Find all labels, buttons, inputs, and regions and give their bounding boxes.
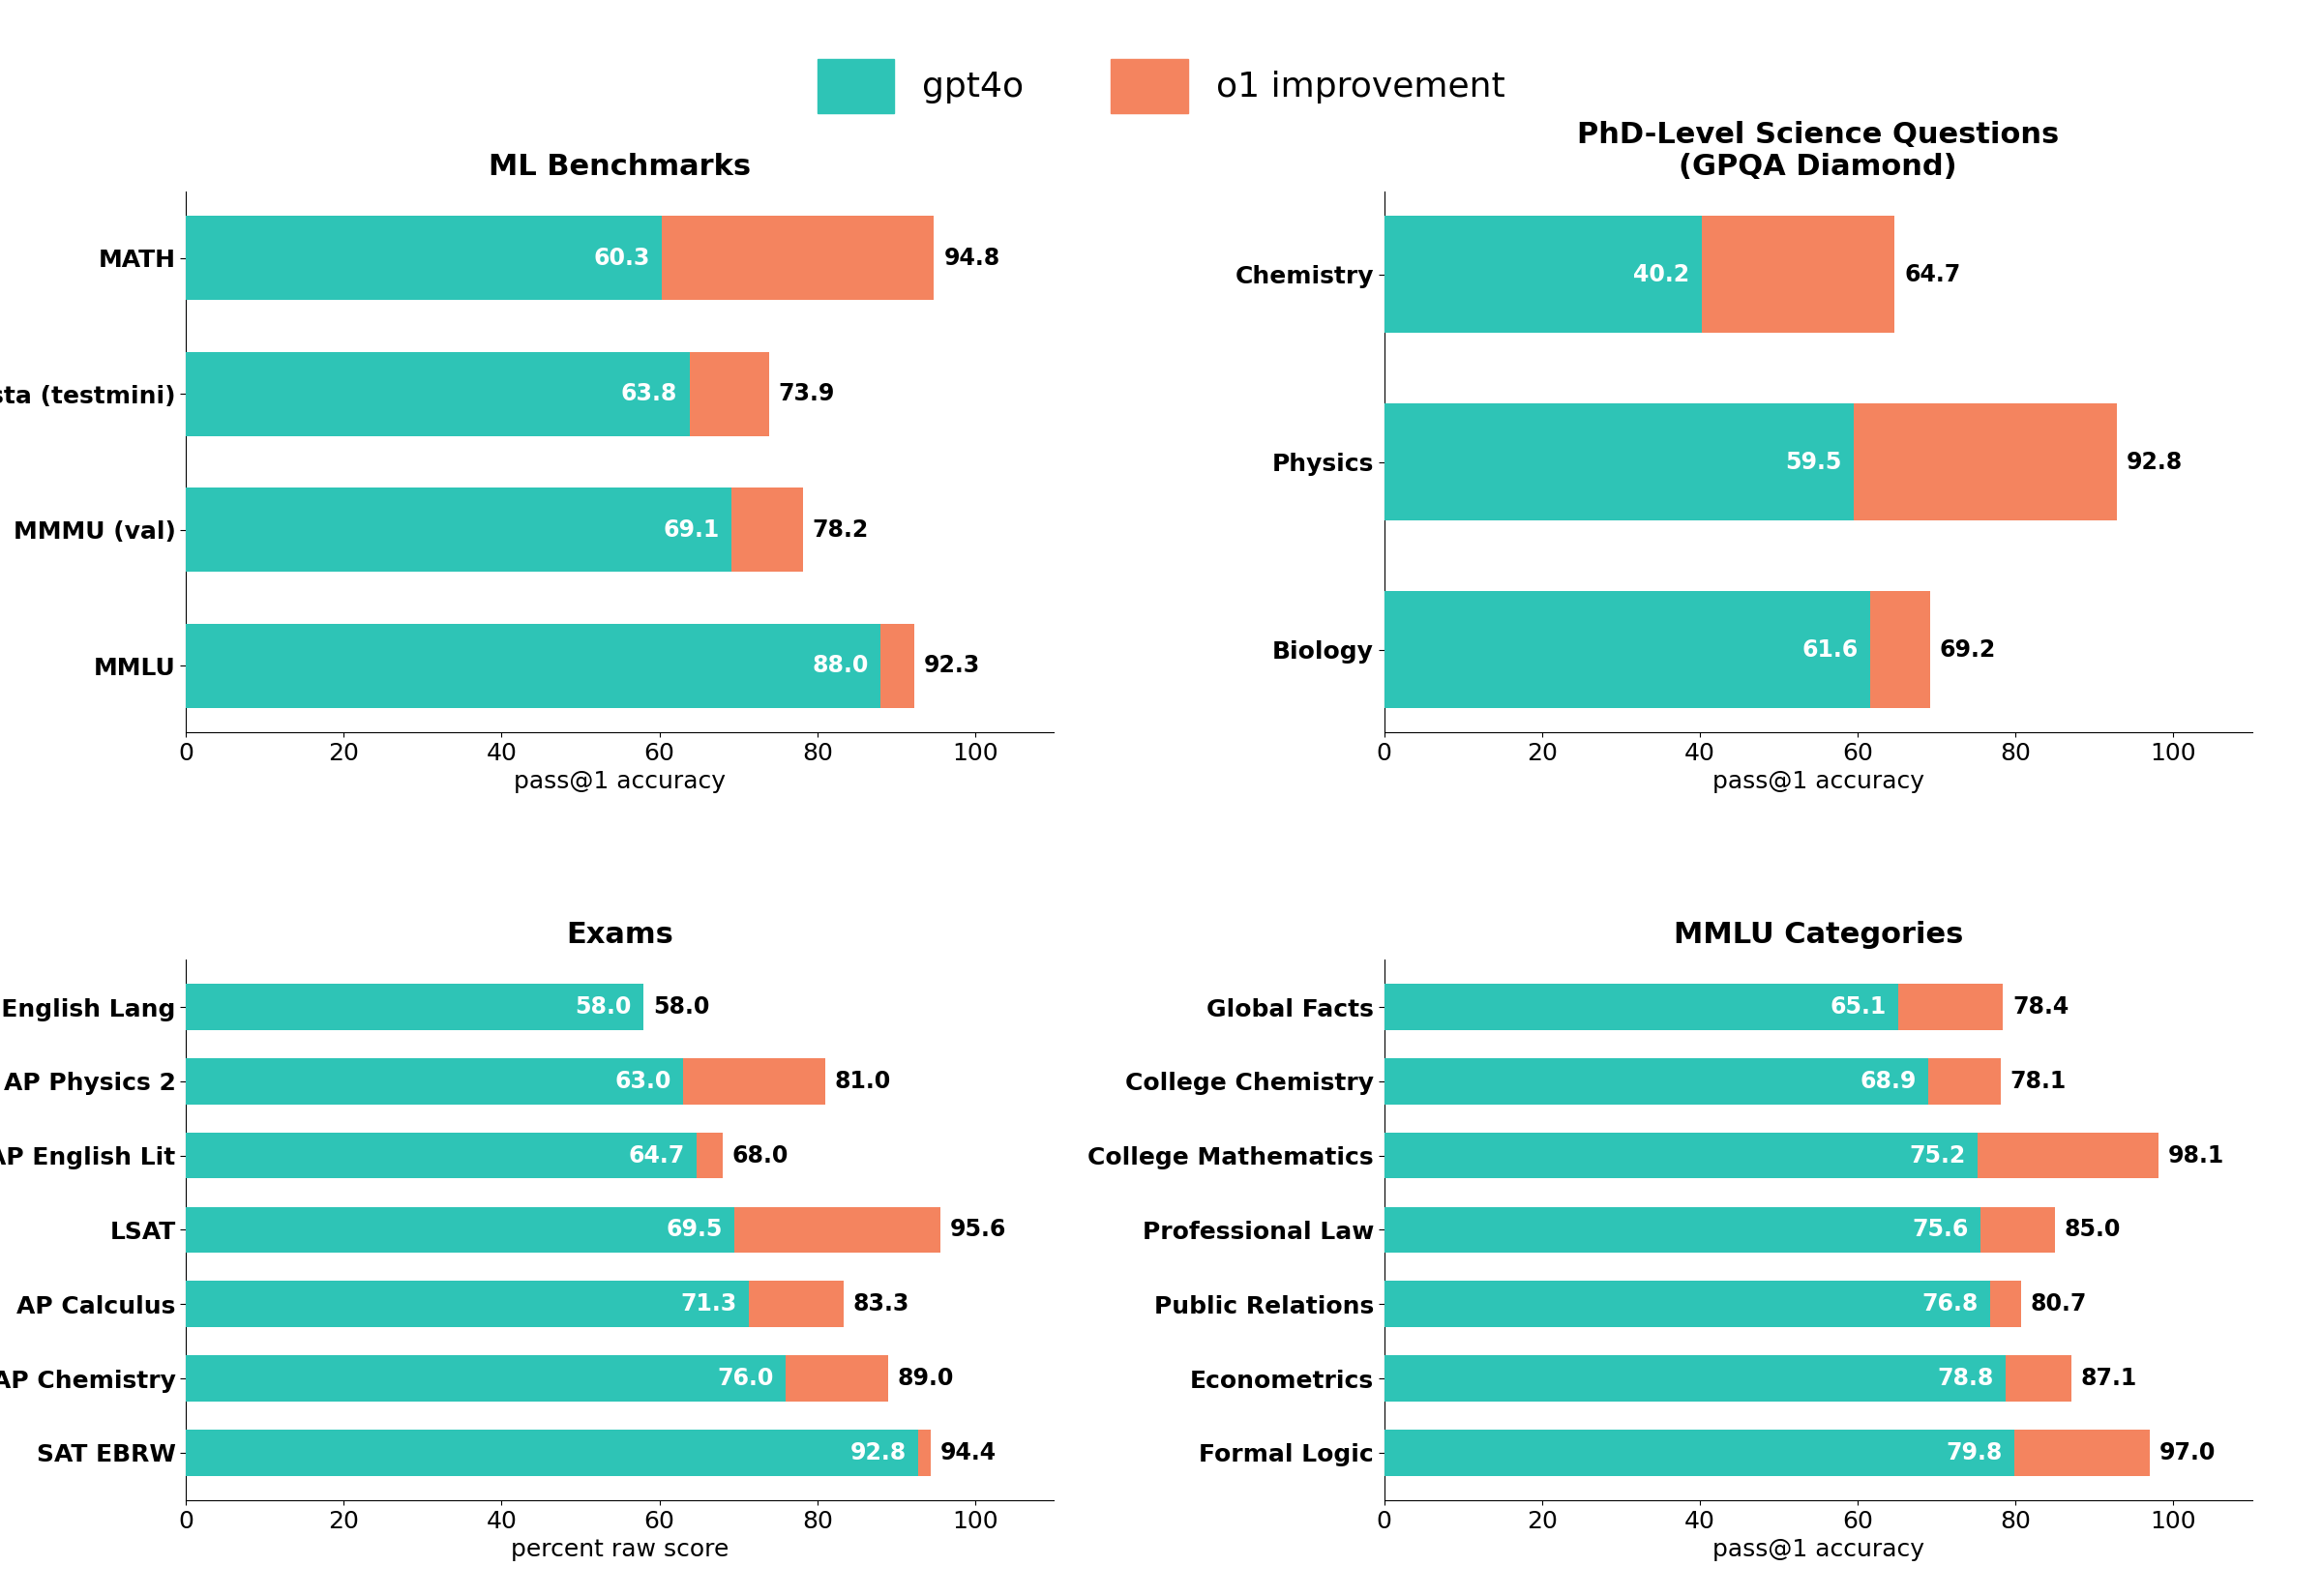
Text: 81.0: 81.0 bbox=[834, 1069, 892, 1093]
Bar bbox=[1981, 1207, 2055, 1253]
Text: 64.7: 64.7 bbox=[629, 1144, 685, 1167]
Text: 63.8: 63.8 bbox=[620, 383, 678, 405]
Text: 95.6: 95.6 bbox=[950, 1218, 1005, 1242]
Legend: gpt4o, o1 improvement: gpt4o, o1 improvement bbox=[799, 41, 1523, 131]
Text: 92.3: 92.3 bbox=[924, 654, 980, 677]
Title: Exams: Exams bbox=[567, 921, 673, 950]
Bar bbox=[186, 1282, 748, 1328]
Text: 68.0: 68.0 bbox=[731, 1144, 789, 1167]
X-axis label: pass@1 accuracy: pass@1 accuracy bbox=[1711, 1539, 1925, 1561]
Bar bbox=[1702, 215, 1895, 332]
Text: 76.8: 76.8 bbox=[1923, 1293, 1978, 1315]
Text: 89.0: 89.0 bbox=[899, 1366, 954, 1390]
Bar bbox=[917, 1430, 931, 1476]
Bar bbox=[1384, 985, 1897, 1029]
Text: 69.1: 69.1 bbox=[664, 519, 720, 541]
Text: 63.0: 63.0 bbox=[615, 1069, 671, 1093]
Text: 92.8: 92.8 bbox=[850, 1441, 906, 1464]
Bar bbox=[186, 351, 690, 436]
Text: 98.1: 98.1 bbox=[2169, 1144, 2224, 1167]
Bar bbox=[1927, 1058, 2002, 1104]
Text: 78.1: 78.1 bbox=[2011, 1069, 2067, 1093]
Text: 87.1: 87.1 bbox=[2081, 1366, 2139, 1390]
Bar bbox=[186, 985, 643, 1029]
Bar bbox=[1897, 985, 2004, 1029]
X-axis label: pass@1 accuracy: pass@1 accuracy bbox=[513, 771, 727, 793]
Bar bbox=[748, 1282, 843, 1328]
Text: 88.0: 88.0 bbox=[813, 654, 868, 677]
Bar bbox=[662, 215, 933, 300]
Bar bbox=[683, 1058, 824, 1104]
Bar bbox=[1384, 215, 1702, 332]
Bar bbox=[690, 351, 769, 436]
Bar bbox=[186, 624, 880, 707]
Bar bbox=[186, 488, 731, 571]
Bar bbox=[1384, 592, 1869, 707]
Text: 80.7: 80.7 bbox=[2029, 1293, 2087, 1315]
Bar bbox=[186, 1430, 917, 1476]
Bar bbox=[1384, 404, 1853, 520]
Title: ML Benchmarks: ML Benchmarks bbox=[488, 153, 750, 182]
Text: 58.0: 58.0 bbox=[652, 996, 711, 1018]
Bar bbox=[731, 488, 803, 571]
Bar bbox=[1384, 1282, 1990, 1328]
Text: 85.0: 85.0 bbox=[2064, 1218, 2120, 1242]
Bar bbox=[1384, 1133, 1978, 1178]
Bar bbox=[2006, 1355, 2071, 1401]
Bar bbox=[1384, 1058, 1927, 1104]
Bar bbox=[785, 1355, 889, 1401]
Text: 94.8: 94.8 bbox=[943, 247, 1001, 270]
Bar bbox=[186, 1133, 697, 1178]
Text: 76.0: 76.0 bbox=[717, 1366, 773, 1390]
Title: PhD-Level Science Questions
(GPQA Diamond): PhD-Level Science Questions (GPQA Diamon… bbox=[1577, 121, 2060, 182]
Text: 92.8: 92.8 bbox=[2127, 450, 2183, 474]
Text: 78.2: 78.2 bbox=[813, 519, 868, 541]
Bar bbox=[880, 624, 915, 707]
Text: 69.5: 69.5 bbox=[666, 1218, 722, 1242]
X-axis label: percent raw score: percent raw score bbox=[511, 1539, 729, 1561]
Bar bbox=[2013, 1430, 2150, 1476]
Bar bbox=[1384, 1355, 2006, 1401]
Bar bbox=[186, 1058, 683, 1104]
Text: 65.1: 65.1 bbox=[1830, 996, 1885, 1018]
Text: 75.6: 75.6 bbox=[1913, 1218, 1969, 1242]
Text: 61.6: 61.6 bbox=[1802, 638, 1858, 661]
Bar bbox=[186, 1355, 785, 1401]
Bar bbox=[1384, 1430, 2013, 1476]
Text: 40.2: 40.2 bbox=[1632, 263, 1690, 286]
Bar bbox=[697, 1133, 722, 1178]
Bar bbox=[1990, 1282, 2020, 1328]
Text: 97.0: 97.0 bbox=[2159, 1441, 2215, 1464]
Bar bbox=[1853, 404, 2118, 520]
Text: 94.4: 94.4 bbox=[940, 1441, 996, 1464]
Text: 64.7: 64.7 bbox=[1904, 263, 1960, 286]
Text: 78.8: 78.8 bbox=[1939, 1366, 1995, 1390]
Bar bbox=[734, 1207, 940, 1253]
Text: 73.9: 73.9 bbox=[778, 383, 836, 405]
Title: MMLU Categories: MMLU Categories bbox=[1674, 921, 1962, 950]
Bar bbox=[1869, 592, 1930, 707]
Bar bbox=[186, 1207, 734, 1253]
Text: 58.0: 58.0 bbox=[576, 996, 632, 1018]
Bar bbox=[186, 215, 662, 300]
Bar bbox=[1384, 1207, 1981, 1253]
Text: 68.9: 68.9 bbox=[1860, 1069, 1916, 1093]
Text: 60.3: 60.3 bbox=[594, 247, 650, 270]
Text: 78.4: 78.4 bbox=[2013, 996, 2069, 1018]
Text: 75.2: 75.2 bbox=[1909, 1144, 1967, 1167]
Text: 71.3: 71.3 bbox=[680, 1293, 736, 1315]
Bar bbox=[1978, 1133, 2159, 1178]
Text: 83.3: 83.3 bbox=[852, 1293, 910, 1315]
Text: 69.2: 69.2 bbox=[1939, 638, 1997, 661]
Text: 79.8: 79.8 bbox=[1946, 1441, 2002, 1464]
X-axis label: pass@1 accuracy: pass@1 accuracy bbox=[1711, 771, 1925, 793]
Text: 59.5: 59.5 bbox=[1786, 450, 1841, 474]
